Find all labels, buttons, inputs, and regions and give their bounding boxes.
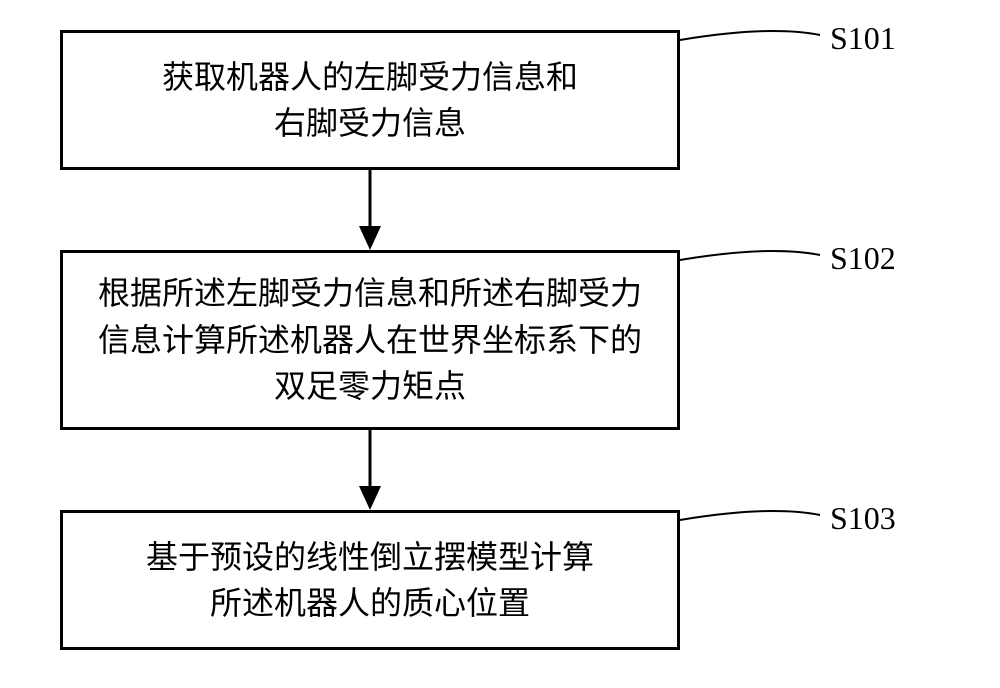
callout-line-n3: [0, 0, 1000, 688]
flowchart-canvas: 获取机器人的左脚受力信息和 右脚受力信息S101根据所述左脚受力信息和所述右脚受…: [0, 0, 1000, 688]
